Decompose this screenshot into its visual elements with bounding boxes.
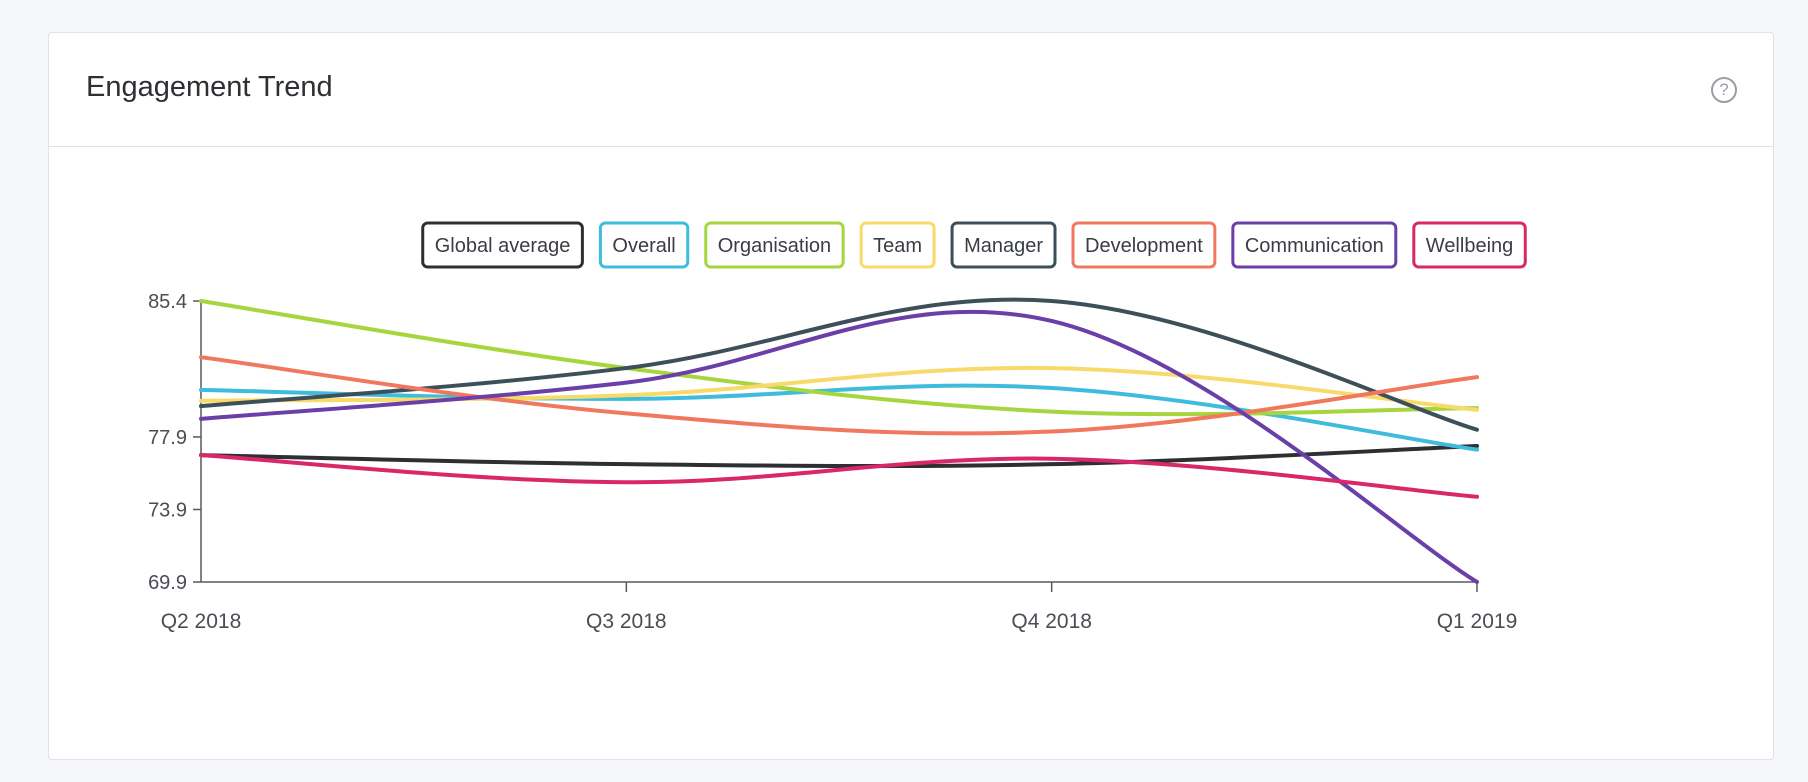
legend-box [859,221,936,269]
legend-box [598,221,690,269]
legend-label: Development [1085,235,1203,257]
series-line-manager [199,297,1479,432]
engagement-trend-card: Engagement Trend ? Global average Overall… [48,32,1774,760]
x-tick-label: Q1 2019 [1437,610,1518,633]
chart-legend: Global average Overall Organisation Team Man… [421,221,1527,269]
y-tick-label: 77.9 [148,427,187,449]
legend-label: Organisation [718,235,831,257]
engagement-trend-chart: Global average Overall Organisation Team Man… [148,221,1527,633]
legend-box [1071,221,1217,269]
legend-item-communication[interactable]: Communication [1231,221,1398,269]
legend-box [421,221,584,269]
legend-item-wellbeing[interactable]: Wellbeing [1412,221,1527,269]
series-line-communication [199,309,1479,584]
legend-label: Overall [612,235,675,257]
series-line-global-average [199,444,1479,469]
series-line-organisation [199,299,1479,417]
legend-item-organisation[interactable]: Organisation [704,221,845,269]
y-tick-label: 85.4 [148,291,187,313]
legend-item-manager[interactable]: Manager [950,221,1057,269]
legend-item-development[interactable]: Development [1071,221,1217,269]
series-line-development [199,355,1479,436]
card-header: Engagement Trend ? [49,33,1773,147]
y-tick-label: 69.9 [148,572,187,594]
legend-label: Manager [964,235,1043,257]
chart-series-lines [199,297,1479,584]
legend-label: Team [873,235,922,257]
help-icon[interactable]: ? [1711,77,1737,103]
legend-box [1231,221,1398,269]
x-tick-label: Q2 2018 [161,610,242,633]
chart-axes: 85.4 77.9 73.9 69.9 Q2 2018 Q3 2018 Q4 2018 Q1 … [148,291,1517,633]
legend-box [950,221,1057,269]
card-title: Engagement Trend [86,71,333,103]
series-line-overall [199,383,1479,452]
legend-item-team[interactable]: Team [859,221,936,269]
legend-item-overall[interactable]: Overall [598,221,690,269]
legend-box [1412,221,1527,269]
legend-box [704,221,845,269]
x-tick-label: Q4 2018 [1011,610,1092,633]
legend-item-global-average[interactable]: Global average [421,221,584,269]
x-tick-label: Q3 2018 [586,610,667,633]
legend-label: Global average [435,235,571,257]
chart-area: Global average Overall Organisation Team Man… [49,147,1773,761]
series-line-team [199,365,1479,412]
legend-label: Communication [1245,235,1384,257]
legend-label: Wellbeing [1426,235,1513,257]
y-tick-label: 73.9 [148,499,187,521]
series-line-wellbeing [199,453,1479,499]
